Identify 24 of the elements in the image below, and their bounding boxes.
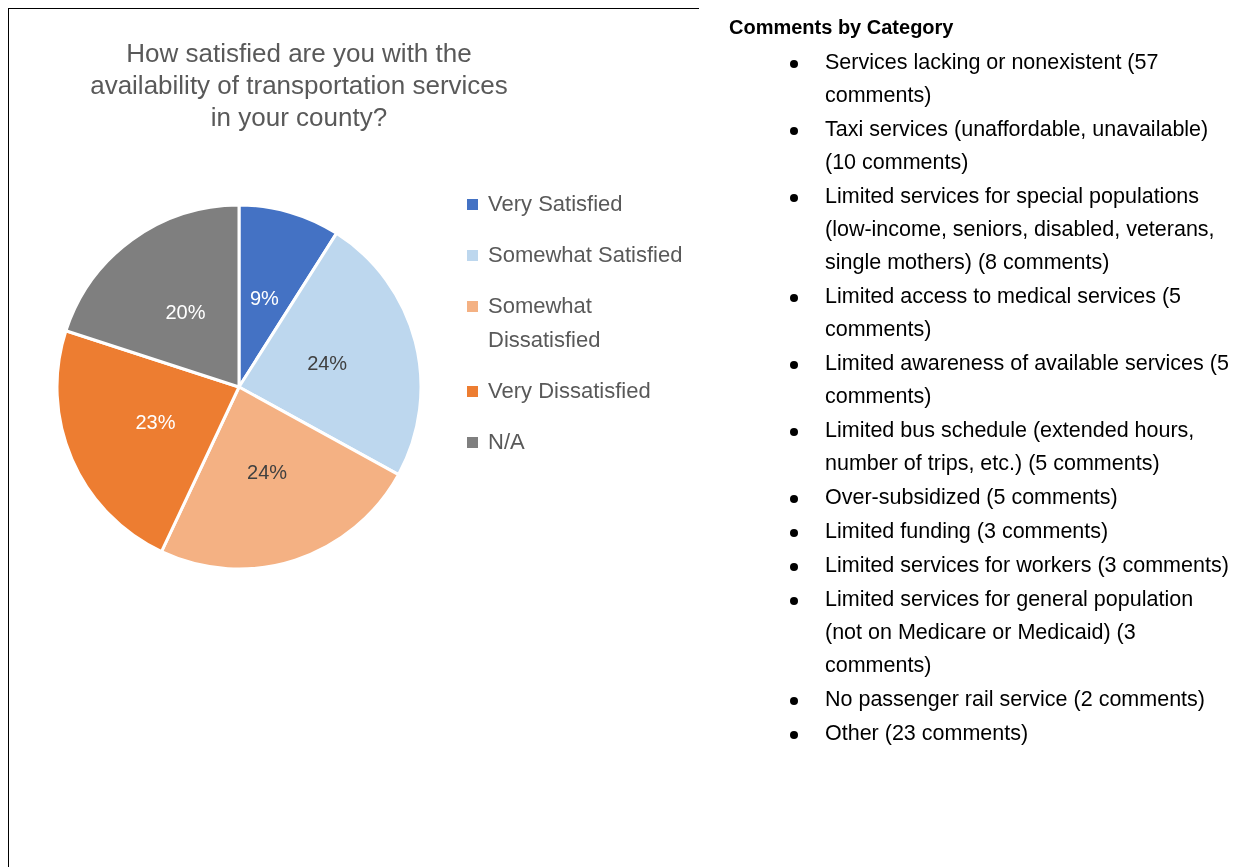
legend-label: N/A — [487, 428, 526, 456]
text: Limited awareness of available services (5 comments) — [824, 350, 1230, 410]
data-label: 20% — [165, 300, 206, 323]
chart-title: How satisfied are you with the availability of transportation services in your county? — [89, 37, 509, 133]
text: Limited services for general population (not on Medicare or Medicaid) (3 comments) — [824, 586, 1195, 679]
legend-label: Somewhat Dissatisfied — [487, 292, 602, 354]
text: No passenger rail service (2 comments) — [824, 686, 1206, 713]
text: Comments by Category — [729, 16, 954, 39]
text: Other (23 comments) — [824, 720, 1030, 747]
text: Over-subsidized (5 comments) — [824, 484, 1119, 511]
text: Limited access to medical services (5 comments) — [824, 283, 1183, 343]
text: Limited services for special populations (low-income, seniors, disabled, veterans, single mothers) (8 comments) — [824, 183, 1216, 276]
legend-label: Very Dissatisfied — [487, 377, 652, 405]
text: Limited bus schedule (extended hours, number of trips, etc.) (5 comments) — [824, 417, 1196, 477]
text: Limited funding (3 comments) — [824, 518, 1110, 545]
data-label: 24% — [247, 461, 288, 484]
legend-label: Somewhat Satisfied — [487, 241, 684, 269]
data-label: 23% — [135, 410, 176, 433]
legend-label: Very Satisfied — [487, 190, 624, 218]
text: Taxi services (unaffordable, unavailable) (10 comments) — [824, 116, 1210, 176]
data-label: 24% — [307, 351, 348, 374]
text: Limited services for workers (3 comments) — [824, 552, 1230, 579]
text: Services lacking or nonexistent (57 comments) — [824, 49, 1160, 109]
data-label: 9% — [249, 287, 280, 310]
